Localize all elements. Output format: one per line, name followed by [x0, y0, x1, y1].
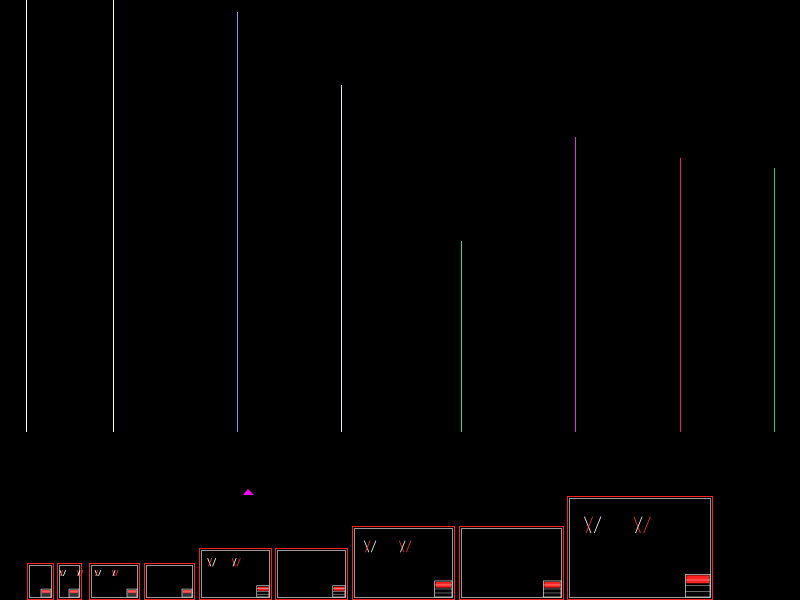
hatch: [593, 516, 602, 534]
frame-inner: [461, 528, 562, 598]
drawing-frame: [89, 563, 140, 600]
hatch: [363, 540, 370, 553]
hatch: [585, 516, 594, 534]
hatch: [643, 516, 651, 534]
hatch: [370, 540, 377, 553]
hatch: [95, 570, 99, 577]
hatch: [77, 570, 81, 577]
title-block-fill: [128, 590, 136, 593]
ucs-marker: [243, 489, 254, 495]
vertical-lines: [26, 0, 775, 432]
hatch: [584, 516, 592, 534]
frame-inner: [201, 550, 270, 598]
hatch: [236, 558, 241, 567]
hatch: [80, 570, 84, 577]
frame-inner: [277, 550, 346, 598]
hatch: [59, 570, 63, 577]
title-block-fill: [183, 590, 191, 593]
hatch: [208, 558, 213, 567]
hatch: [62, 570, 67, 577]
title-block-fill: [70, 590, 78, 593]
hatch: [111, 570, 115, 577]
hatch: [633, 516, 641, 534]
hatch: [398, 540, 405, 553]
hatch: [112, 570, 116, 577]
frame-inner: [91, 565, 138, 598]
hatch: [232, 558, 237, 567]
title-block-fill: [544, 581, 560, 588]
hatch: [405, 540, 412, 553]
hatch: [635, 516, 643, 534]
hatch: [98, 570, 102, 577]
hatch: [60, 570, 64, 577]
title-block-fill: [42, 590, 50, 593]
hatch: [207, 558, 212, 567]
hatch: [231, 558, 236, 567]
frame-inner: [59, 565, 80, 598]
frame-inner: [146, 565, 193, 598]
drawing-frames: [27, 496, 713, 600]
frame-inner: [354, 528, 453, 598]
hatch: [115, 570, 119, 577]
hatch: [212, 558, 217, 567]
hatch: [76, 570, 80, 577]
hatch: [400, 540, 406, 553]
title-block-fill: [686, 575, 709, 584]
hatch: [365, 540, 371, 553]
title-block-fill: [435, 581, 451, 588]
frame-inner: [569, 498, 711, 598]
hatch: [94, 570, 98, 577]
drawing-frame: [57, 563, 84, 600]
frame-inner: [29, 565, 52, 598]
